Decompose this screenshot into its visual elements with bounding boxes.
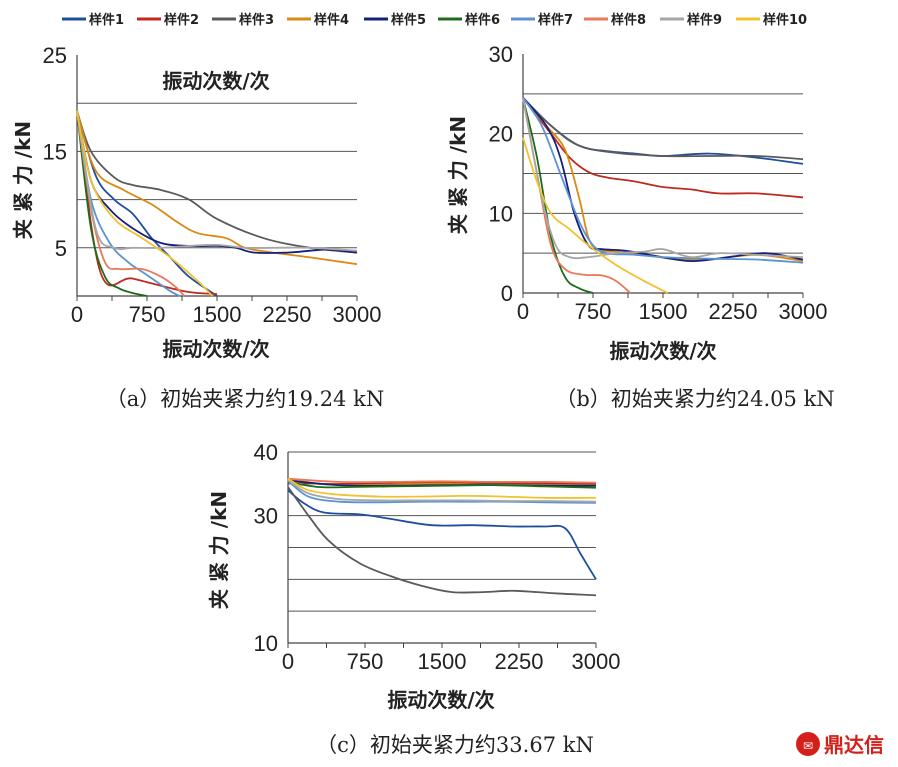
series-line-4 bbox=[76, 110, 358, 266]
legend-label: 样件6 bbox=[465, 12, 500, 28]
x-tick-label: 750 bbox=[575, 299, 612, 324]
watermark-text: 鼎达信 bbox=[824, 733, 884, 757]
chart-b-lines bbox=[522, 97, 804, 294]
series-line-2 bbox=[522, 97, 804, 199]
chart-a-x-ticks: 0 750 1500 2250 3000 bbox=[71, 302, 382, 327]
series-line-4 bbox=[522, 97, 804, 262]
series-line-5 bbox=[76, 110, 358, 254]
chart-a-grid bbox=[76, 55, 358, 301]
series-line-7 bbox=[287, 479, 597, 504]
series-line-9 bbox=[287, 479, 597, 503]
chart-b: 0 750 1500 2250 3000 0 10 20 30 振动次数/次 夹 紧 力 /k… bbox=[446, 42, 835, 411]
y-tick-label: 25 bbox=[43, 43, 67, 68]
chart-b-ylabel: 夹 紧 力 /kN bbox=[446, 116, 470, 234]
series-line-6 bbox=[522, 97, 594, 294]
x-tick-label: 0 bbox=[71, 302, 83, 327]
chart-b-caption: （b）初始夹紧力约24.05 kN bbox=[555, 387, 834, 411]
x-tick-label: 2250 bbox=[495, 649, 544, 674]
series-line-1 bbox=[522, 97, 804, 165]
series-line-10 bbox=[287, 477, 597, 499]
chart-b-x-ticks: 0 750 1500 2250 3000 bbox=[517, 299, 828, 324]
legend-label: 样件7 bbox=[538, 12, 573, 28]
legend: 样件1 样件2 样件3 样件4 样件5 样件6 样件7 样件8 样件9 样件10 bbox=[62, 12, 807, 28]
watermark-seal-icon bbox=[796, 732, 820, 756]
series-line-3 bbox=[287, 486, 597, 597]
y-tick-label: 5 bbox=[55, 236, 67, 261]
y-tick-label: 30 bbox=[254, 504, 278, 529]
series-line-3 bbox=[522, 97, 804, 161]
x-tick-label: 750 bbox=[347, 649, 384, 674]
x-tick-label: 3000 bbox=[333, 302, 382, 327]
legend-label: 样件9 bbox=[687, 12, 722, 28]
series-line-1 bbox=[287, 489, 597, 580]
watermark-logo: ✉ 鼎达信 bbox=[796, 732, 884, 757]
series-line-5 bbox=[522, 97, 804, 263]
x-tick-label: 3000 bbox=[779, 299, 828, 324]
legend-label: 样件2 bbox=[164, 12, 199, 28]
legend-label: 样件3 bbox=[239, 12, 274, 28]
series-line-7 bbox=[76, 110, 181, 297]
y-tick-label: 10 bbox=[489, 201, 513, 226]
chart-a: 0 750 1500 2250 3000 5 15 25 振动次数/次 振动次数/次 夹 紧… bbox=[11, 43, 384, 411]
chart-c-x-ticks: 0 750 1500 2250 3000 bbox=[282, 649, 621, 674]
y-tick-label: 0 bbox=[501, 281, 513, 306]
series-line-1 bbox=[76, 110, 218, 297]
chart-c-xlabel: 振动次数/次 bbox=[387, 688, 494, 712]
legend-label: 样件10 bbox=[763, 12, 807, 28]
chart-a-y-ticks: 5 15 25 bbox=[43, 43, 67, 261]
watermark-seal-glyph: ✉ bbox=[803, 739, 813, 753]
x-tick-label: 2250 bbox=[709, 299, 758, 324]
chart-b-xlabel: 振动次数/次 bbox=[609, 339, 716, 363]
chart-a-caption: （a）初始夹紧力约19.24 kN bbox=[106, 387, 384, 411]
x-tick-label: 0 bbox=[517, 299, 529, 324]
x-tick-label: 1500 bbox=[418, 649, 467, 674]
series-line-7 bbox=[522, 97, 804, 264]
chart-a-xlabel: 振动次数/次 bbox=[162, 337, 269, 361]
chart-b-y-ticks: 0 10 20 30 bbox=[489, 42, 513, 306]
x-tick-label: 2250 bbox=[263, 302, 312, 327]
legend-label: 样件4 bbox=[314, 12, 349, 28]
y-tick-label: 40 bbox=[254, 440, 278, 465]
chart-c-ylabel: 夹 紧 力 /kN bbox=[207, 491, 231, 609]
series-line-6 bbox=[76, 110, 148, 297]
legend-label: 样件1 bbox=[89, 12, 124, 28]
series-line-8 bbox=[76, 110, 185, 297]
series-line-10 bbox=[522, 137, 669, 294]
x-tick-label: 1500 bbox=[639, 299, 688, 324]
series-line-3 bbox=[76, 110, 358, 254]
y-tick-label: 20 bbox=[489, 122, 513, 147]
chart-c-caption: （c）初始夹紧力约33.67 kN bbox=[316, 733, 594, 757]
x-tick-label: 750 bbox=[129, 302, 166, 327]
chart-c: 0 750 1500 2250 3000 10 30 40 振动次数/次 夹 紧 力 /kN… bbox=[207, 440, 620, 757]
x-tick-label: 3000 bbox=[572, 649, 621, 674]
chart-a-ylabel: 夹 紧 力 /kN bbox=[11, 121, 35, 239]
chart-b-grid bbox=[522, 54, 804, 298]
x-tick-label: 1500 bbox=[193, 302, 242, 327]
series-line-10 bbox=[76, 110, 213, 297]
legend-label: 样件8 bbox=[611, 12, 646, 28]
chart-a-lines bbox=[76, 110, 358, 297]
chart-c-y-ticks: 10 30 40 bbox=[254, 440, 278, 656]
x-tick-label: 0 bbox=[282, 649, 294, 674]
chart-a-title: 振动次数/次 bbox=[162, 69, 269, 93]
chart-c-lines bbox=[287, 477, 597, 597]
legend-label: 样件5 bbox=[391, 12, 426, 28]
y-tick-label: 15 bbox=[43, 139, 67, 164]
series-line-9 bbox=[76, 110, 358, 252]
series-line-6 bbox=[287, 481, 597, 489]
y-tick-label: 30 bbox=[489, 42, 513, 67]
series-line-8 bbox=[287, 477, 597, 484]
series-line-9 bbox=[522, 97, 804, 260]
y-tick-label: 10 bbox=[254, 631, 278, 656]
